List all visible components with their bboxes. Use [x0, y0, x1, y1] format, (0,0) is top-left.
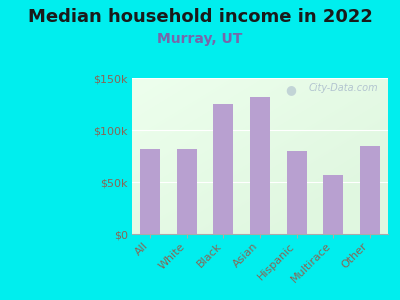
Bar	[250, 97, 270, 234]
Bar	[360, 146, 380, 234]
Text: Murray, UT: Murray, UT	[157, 32, 243, 46]
Bar	[177, 149, 197, 234]
Bar	[286, 151, 307, 234]
Bar	[213, 104, 234, 234]
Bar	[323, 175, 343, 234]
Text: ●: ●	[286, 83, 296, 96]
Text: Median household income in 2022: Median household income in 2022	[28, 8, 372, 26]
Text: City-Data.com: City-Data.com	[308, 83, 378, 93]
Bar	[140, 149, 160, 234]
